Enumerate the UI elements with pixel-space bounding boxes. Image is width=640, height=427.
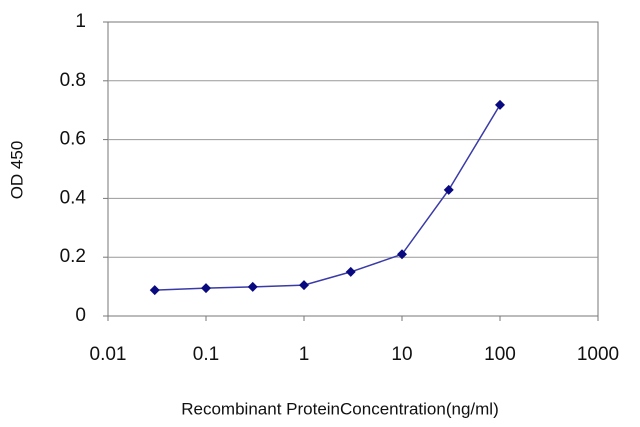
y-tick-label: 0.2	[60, 246, 86, 267]
y-tick-label: 0	[75, 305, 86, 326]
x-tick-label: 10	[391, 344, 412, 365]
data-point	[495, 99, 505, 110]
y-tick-label: 0.4	[60, 187, 87, 208]
y-tick-label: 0.6	[60, 129, 86, 150]
series-line	[154, 104, 501, 291]
x-axis-label: Recombinant ProteinConcentration(ng/ml)	[181, 399, 499, 418]
plot-frame	[107, 21, 599, 317]
data-point	[149, 285, 160, 296]
x-tick-label: 1000	[577, 344, 619, 365]
data-point	[443, 184, 454, 195]
data-point	[345, 266, 356, 277]
x-tick-label: 100	[484, 344, 516, 365]
x-tick-label: 1	[299, 344, 310, 365]
data-point	[201, 283, 211, 294]
y-axis-label: OD 450	[7, 141, 26, 200]
data-point	[397, 249, 407, 260]
x-tick-label: 0.01	[90, 344, 127, 365]
data-point	[247, 281, 258, 292]
y-tick-label: 0.8	[60, 70, 86, 91]
data-point	[299, 280, 309, 291]
x-tick-label: 0.1	[193, 344, 219, 365]
y-tick-label: 1	[75, 11, 86, 32]
